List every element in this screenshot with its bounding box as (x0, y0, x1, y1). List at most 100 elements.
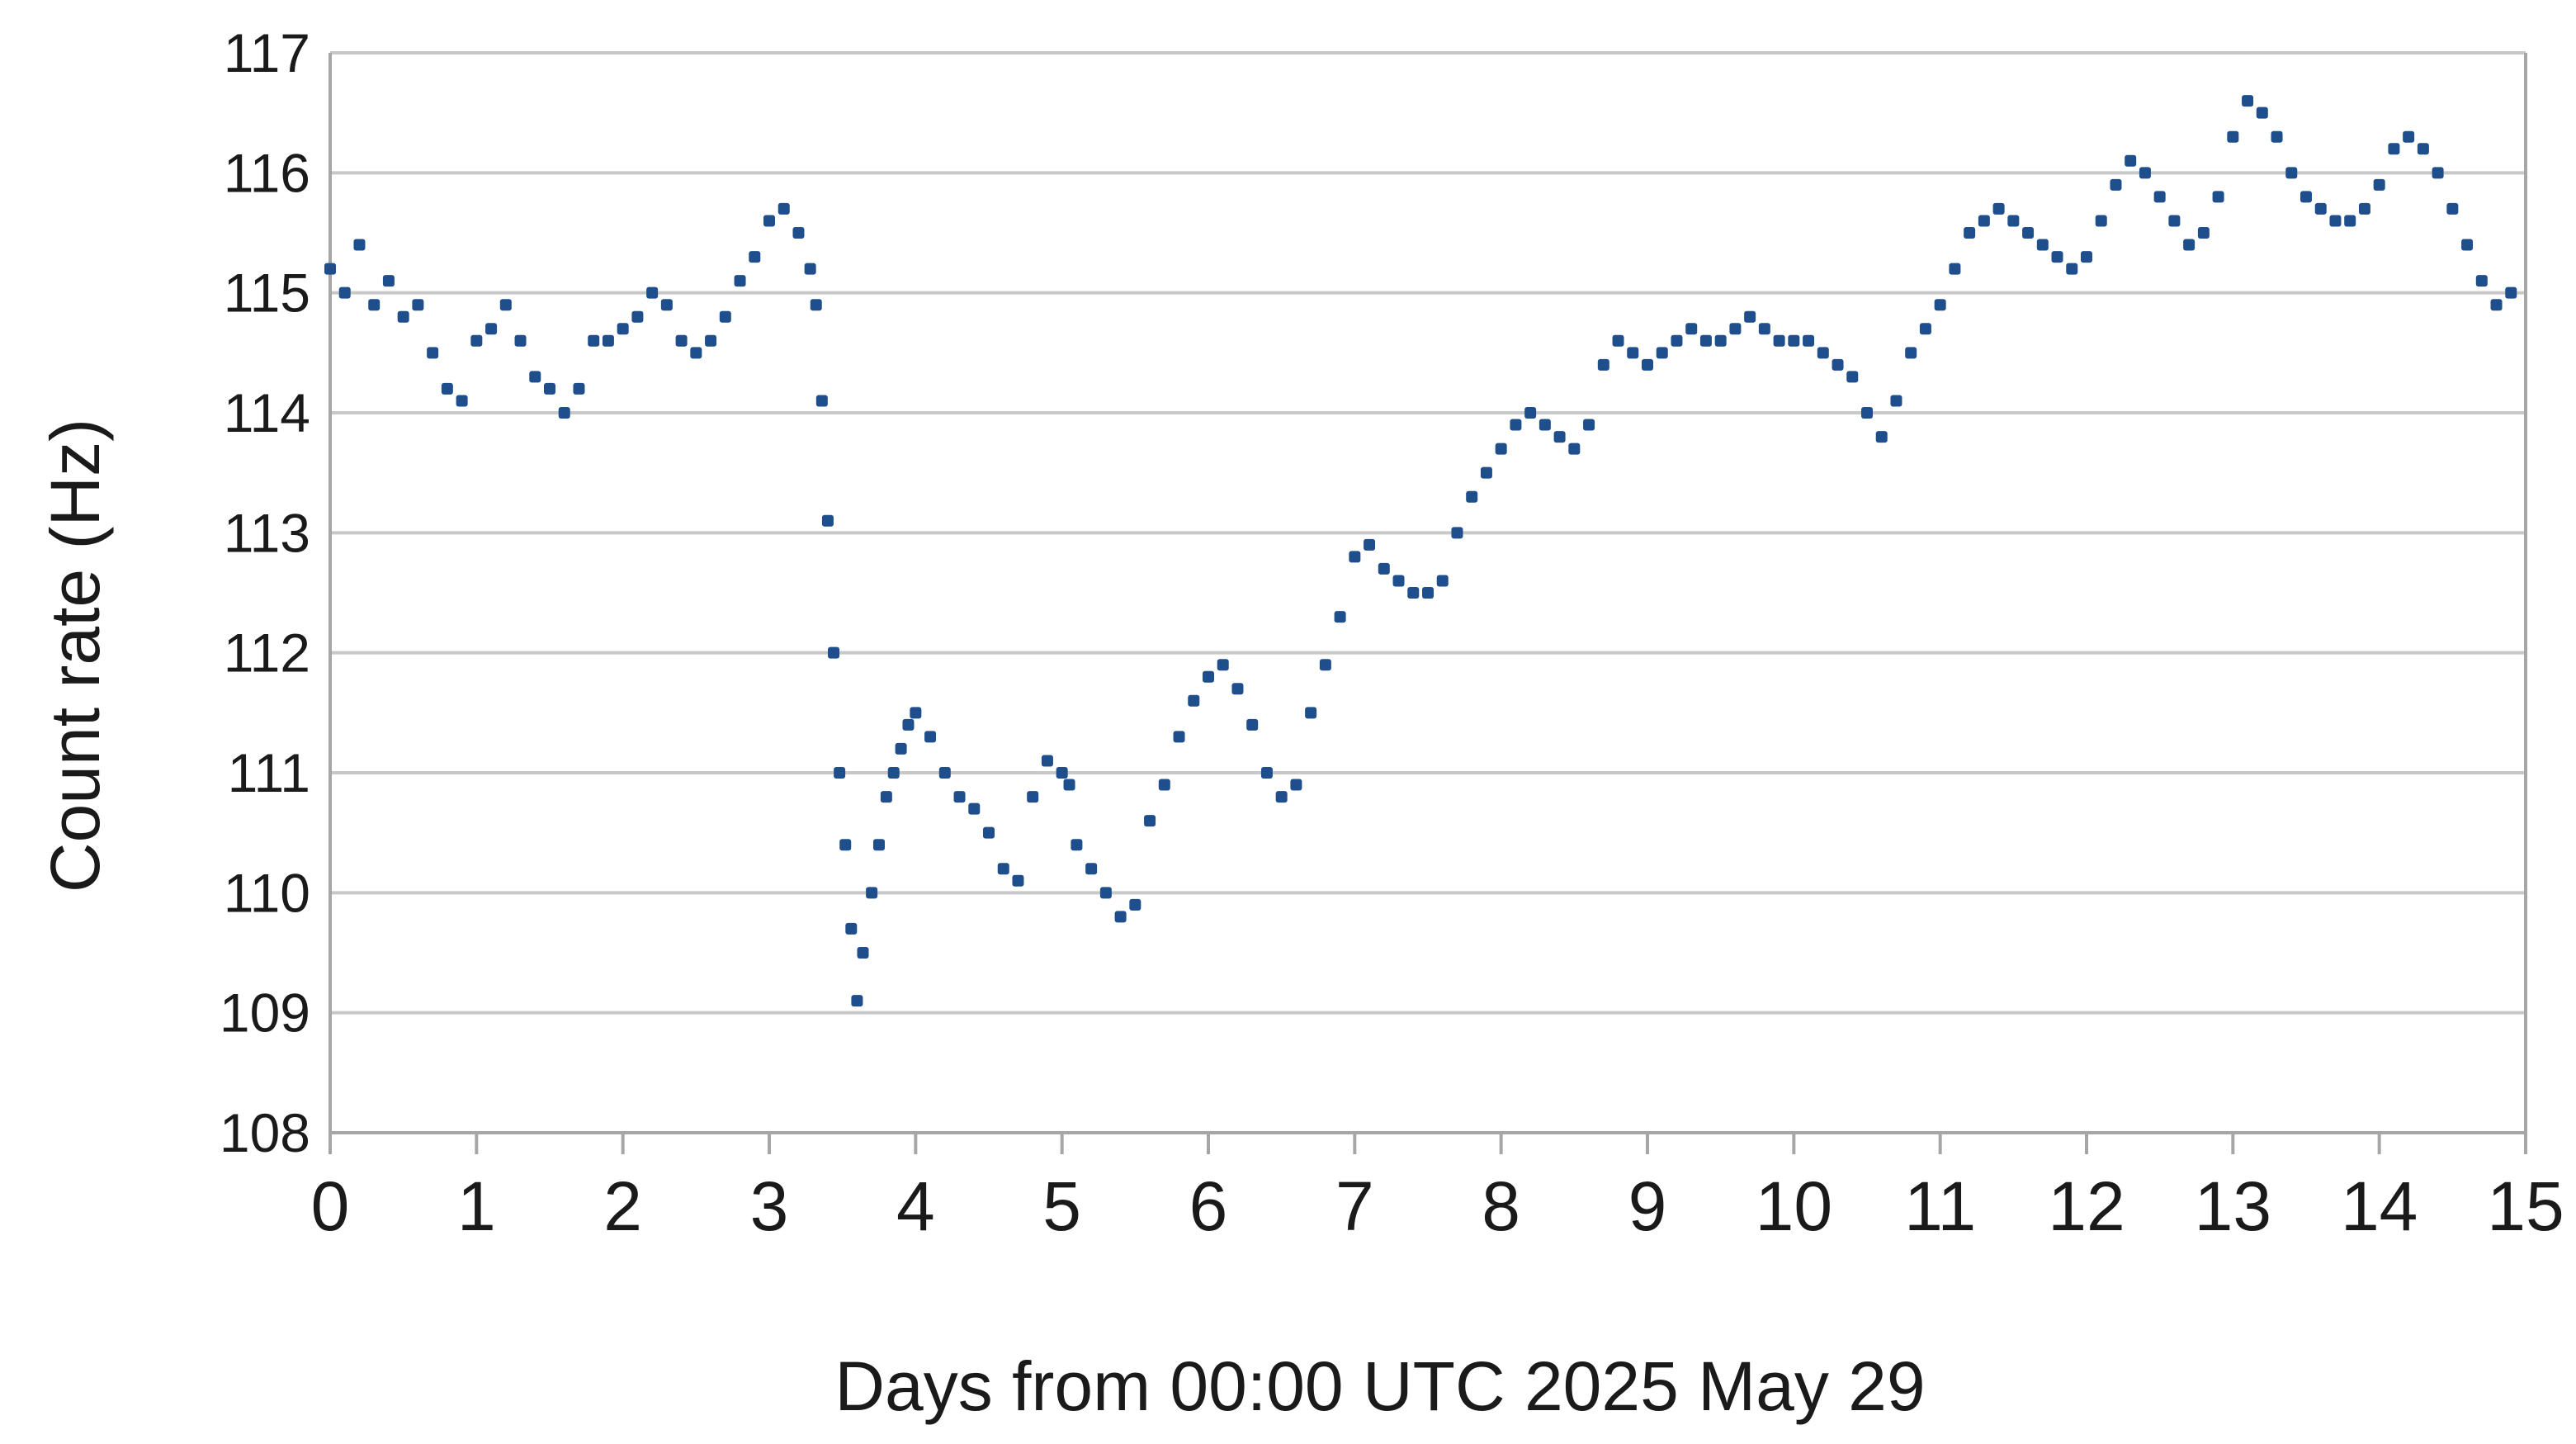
data-point (1583, 419, 1595, 431)
data-point (851, 995, 863, 1007)
data-point (529, 371, 541, 383)
data-point (1407, 587, 1420, 599)
x-tick-label: 12 (2048, 1167, 2125, 1245)
y-tick-label: 110 (224, 862, 310, 923)
data-point (1231, 683, 1244, 695)
data-point (1642, 358, 1653, 371)
data-point (997, 863, 1009, 875)
data-point (1392, 575, 1405, 587)
data-point (382, 275, 395, 287)
data-point (456, 395, 468, 407)
data-point (470, 334, 483, 347)
data-point (617, 323, 629, 335)
data-point (2256, 107, 2268, 119)
data-point (887, 767, 900, 779)
data-point (2197, 227, 2210, 239)
data-point (675, 334, 688, 347)
data-point (1699, 334, 1712, 347)
data-point (1480, 466, 1492, 479)
data-point (1597, 358, 1609, 371)
data-point (2300, 191, 2312, 203)
data-point (1978, 215, 1990, 227)
data-point (1949, 263, 1961, 275)
data-point (2388, 143, 2400, 155)
data-point (1671, 334, 1683, 347)
data-point (1568, 443, 1581, 455)
data-point (880, 791, 892, 803)
data-point (1788, 334, 1800, 347)
data-point (1334, 611, 1346, 623)
data-point (1129, 898, 1141, 911)
axes (328, 53, 2527, 1154)
data-point (857, 947, 869, 959)
data-point (1203, 670, 1214, 683)
data-point (2417, 143, 2429, 155)
x-tick-label: 10 (1756, 1167, 1832, 1245)
data-point (1524, 407, 1537, 419)
data-point (544, 382, 555, 395)
data-point (1685, 323, 1698, 335)
data-point (2242, 95, 2254, 107)
data-point (338, 286, 351, 299)
x-axis-label: Days from 00:00 UTC 2025 May 29 (834, 1347, 1925, 1425)
data-point (1729, 323, 1742, 335)
data-point (1744, 310, 1756, 323)
data-point (2139, 167, 2151, 179)
data-point (1041, 755, 1053, 767)
data-point (660, 299, 673, 311)
data-point (1173, 731, 1185, 743)
data-point (1114, 911, 1127, 923)
data-point (705, 334, 717, 347)
data-point (734, 275, 746, 287)
data-point (2285, 167, 2298, 179)
x-tick-label: 15 (2487, 1167, 2564, 1245)
y-tick-label: 109 (220, 982, 310, 1044)
data-point (2490, 299, 2503, 311)
data-point (763, 215, 775, 227)
x-tick-label: 6 (1189, 1167, 1228, 1245)
data-point (1612, 334, 1624, 347)
y-tick-label: 111 (228, 742, 310, 803)
data-point (1466, 490, 1478, 503)
data-point (1436, 575, 1449, 587)
x-tick-label: 9 (1628, 1167, 1667, 1245)
data-point (1217, 659, 1229, 671)
x-tick-label: 0 (311, 1167, 350, 1245)
data-point (719, 310, 731, 323)
x-tick-label: 11 (1904, 1167, 1976, 1245)
data-point (588, 334, 600, 347)
data-point (1099, 887, 1112, 899)
data-point (573, 382, 585, 395)
data-point (2432, 167, 2444, 179)
data-point (412, 299, 424, 311)
data-point (839, 839, 852, 851)
data-point (397, 310, 409, 323)
y-tick-label: 113 (224, 502, 310, 563)
x-tick-label: 1 (457, 1167, 496, 1245)
data-point (2007, 215, 2020, 227)
data-point (2153, 191, 2166, 203)
data-point (895, 742, 907, 755)
data-point (1012, 874, 1024, 887)
data-point (1056, 767, 1068, 779)
data-point (1144, 815, 1156, 827)
data-point (1364, 538, 1376, 551)
data-point (1349, 551, 1361, 563)
data-point (1758, 323, 1770, 335)
data-point (2066, 263, 2078, 275)
data-point (1905, 347, 1917, 359)
data-point (821, 514, 834, 527)
data-point (1964, 227, 1976, 239)
data-point (1275, 791, 1288, 803)
data-point (792, 227, 805, 239)
data-point (2110, 178, 2122, 191)
data-point (1656, 347, 1668, 359)
data-point (2227, 130, 2239, 143)
data-point (2373, 178, 2385, 191)
data-point (1832, 358, 1844, 371)
data-point (2329, 215, 2342, 227)
data-point (1817, 347, 1829, 359)
y-tick-label: 112 (224, 623, 310, 684)
data-point (485, 323, 498, 335)
data-point (1627, 347, 1639, 359)
